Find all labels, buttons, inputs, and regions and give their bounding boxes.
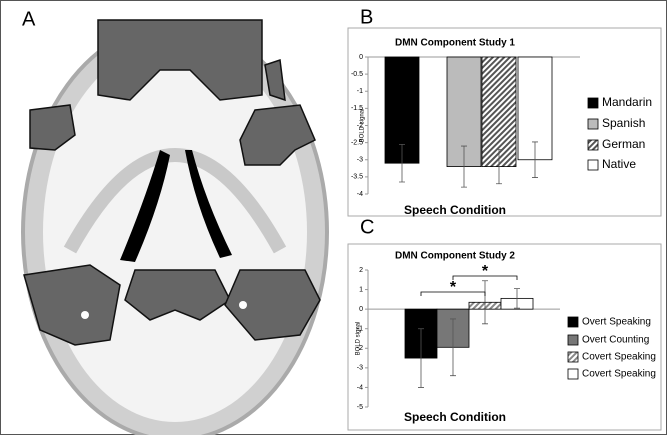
panel-label: A	[22, 8, 36, 30]
error-bar	[450, 318, 456, 377]
y-axis-label: BOLD signal	[360, 109, 366, 143]
legend-swatch	[587, 139, 599, 151]
y-axis-label: BOLD signal	[356, 322, 362, 356]
legend-label: Covert Speaking	[582, 352, 656, 363]
error-bar	[482, 280, 488, 325]
y-tick-label: -1	[357, 326, 363, 333]
y-tick-label: 2	[359, 267, 363, 274]
y-tick-label: 0	[359, 306, 363, 313]
error-bar	[532, 141, 538, 178]
legend-swatch	[567, 351, 579, 363]
panel-label: B	[360, 6, 373, 28]
legend-label: Spanish	[602, 116, 645, 130]
y-tick-label: -1.5	[351, 105, 363, 112]
y-tick-label: 0	[359, 54, 363, 61]
y-tick-label: -3	[357, 365, 363, 372]
y-tick-label: -1	[357, 88, 363, 95]
y-tick-label: -2	[357, 345, 363, 352]
legend-label: Overt Counting	[582, 335, 649, 346]
chart-title: DMN Component Study 2	[395, 251, 515, 262]
legend-label: Covert Speaking	[582, 369, 656, 380]
legend-swatch	[567, 334, 579, 346]
y-tick-label: -4	[357, 384, 363, 391]
legend-label: Overt Speaking	[582, 317, 651, 328]
significance-star: *	[482, 263, 489, 280]
legend-label: Native	[602, 157, 636, 171]
x-axis-label: Speech Condition	[404, 203, 506, 217]
brain-image	[1, 1, 344, 435]
significance-bracket	[452, 275, 518, 280]
legend-label: German	[602, 137, 645, 151]
significance-star: *	[450, 279, 457, 296]
error-bar	[461, 145, 467, 188]
chart-panel	[347, 243, 662, 431]
y-tick-label: -2	[357, 122, 363, 129]
legend-swatch	[587, 97, 599, 109]
legend-swatch	[567, 316, 579, 328]
y-tick-label: -3	[357, 157, 363, 164]
error-bar	[399, 143, 405, 183]
error-bar	[496, 149, 502, 185]
y-tick-label: -0.5	[351, 71, 363, 78]
y-tick-label: -3.5	[351, 174, 363, 181]
chart-title: DMN Component Study 1	[395, 38, 515, 49]
y-tick-label: -4	[357, 191, 363, 198]
y-tick-label: 1	[359, 286, 363, 293]
error-bar	[418, 328, 424, 388]
legend-swatch	[587, 159, 599, 171]
legend-swatch	[587, 118, 599, 130]
x-axis-label: Speech Condition	[404, 410, 506, 424]
y-tick-label: -2.5	[351, 139, 363, 146]
error-bar	[514, 288, 520, 309]
significance-bracket	[420, 291, 486, 296]
legend-label: Mandarin	[602, 95, 652, 109]
panel-label: C	[360, 216, 374, 238]
y-tick-label: -5	[357, 404, 363, 411]
legend-swatch	[567, 368, 579, 380]
